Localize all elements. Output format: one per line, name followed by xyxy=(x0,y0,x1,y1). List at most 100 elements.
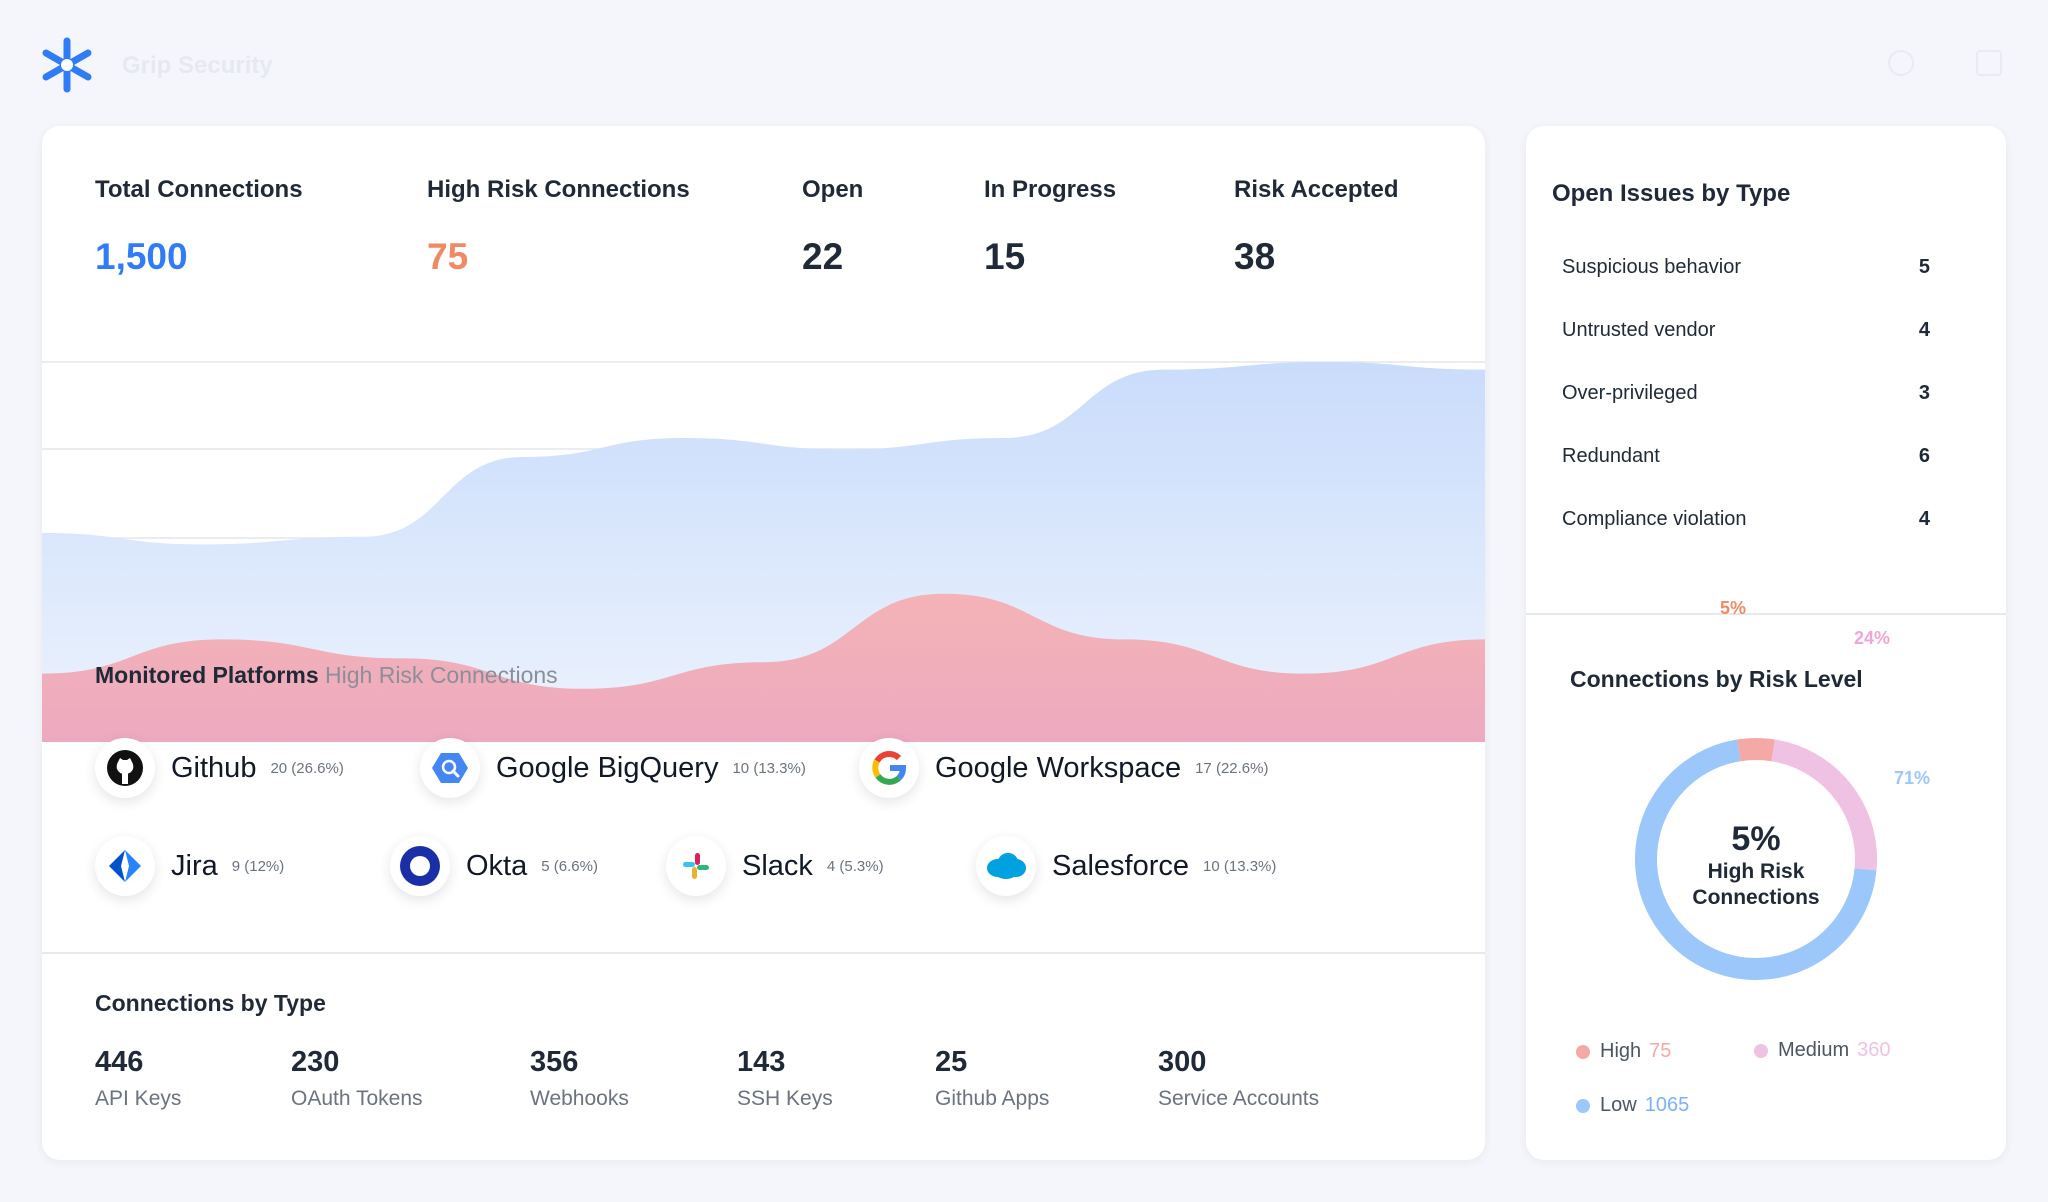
type-value: 25 xyxy=(935,1046,968,1078)
legend-value: 75 xyxy=(1649,1040,1672,1062)
legend-low[interactable]: Low 1065 xyxy=(1576,1094,1689,1117)
legend-dot xyxy=(1576,1098,1590,1113)
divider xyxy=(1526,613,2006,615)
issue-count: 3 xyxy=(1918,382,1930,404)
type-label: API Keys xyxy=(95,1087,182,1110)
stat-value: 1,500 xyxy=(95,236,188,277)
donut-segment-low[interactable] xyxy=(1635,739,1877,980)
stat-label: In Progress xyxy=(984,176,1117,203)
platform-okta[interactable]: Okta 5 (6.6%) xyxy=(390,834,598,898)
stat-label: Risk Accepted xyxy=(1234,176,1399,203)
open-issues-title: Open Issues by Type xyxy=(1552,180,1791,207)
type-ssh-keys[interactable]: 143 SSH Keys xyxy=(737,1046,833,1111)
legend-dot xyxy=(1754,1043,1768,1058)
platform-name: Okta xyxy=(466,849,528,882)
type-webhooks[interactable]: 356 Webhooks xyxy=(530,1046,629,1111)
donut-segment-medium[interactable] xyxy=(1771,739,1877,871)
brand-name: Grip Security xyxy=(122,52,273,79)
donut-center: 5% High Risk Connections xyxy=(1656,820,1856,911)
type-value: 446 xyxy=(95,1046,144,1078)
stat-value: 15 xyxy=(984,236,1026,277)
type-label: Github Apps xyxy=(935,1087,1050,1110)
platform-github[interactable]: Github 20 (26.6%) xyxy=(95,736,344,800)
legend-label: Low xyxy=(1600,1094,1637,1116)
menu-icon[interactable] xyxy=(1976,50,2002,76)
stat-value: 38 xyxy=(1234,236,1276,277)
platform-salesforce[interactable]: Salesforce 10 (13.3%) xyxy=(976,834,1276,898)
legend-dot xyxy=(1576,1044,1590,1059)
type-github-apps[interactable]: 25 Github Apps xyxy=(935,1046,1049,1111)
salesforce-icon xyxy=(976,836,1036,896)
platform-stat: 4 (5.3%) xyxy=(826,857,884,875)
type-oauth-tokens[interactable]: 230 OAuth Tokens xyxy=(291,1046,423,1111)
legend-value: 1065 xyxy=(1644,1094,1690,1116)
platform-slack[interactable]: Slack 4 (5.3%) xyxy=(666,834,884,898)
platform-google-workspace[interactable]: Google Workspace 17 (22.6%) xyxy=(859,736,1268,800)
type-label: Webhooks xyxy=(530,1087,629,1110)
issue-row-compliance-violation[interactable]: Compliance violation 4 xyxy=(1562,508,1930,531)
stat-risk-accepted[interactable]: Risk Accepted 38 xyxy=(1234,176,1399,278)
donut-segment-high[interactable] xyxy=(1737,738,1775,762)
okta-icon xyxy=(390,836,450,896)
platform-google-bigquery[interactable]: Google BigQuery 10 (13.3%) xyxy=(420,736,806,800)
area-series-high-risk xyxy=(42,593,1485,742)
issue-count: 4 xyxy=(1918,508,1930,530)
type-api-keys[interactable]: 446 API Keys xyxy=(95,1046,181,1111)
asterisk-logo[interactable] xyxy=(38,36,96,94)
platform-name: Jira xyxy=(171,849,218,882)
issue-count: 4 xyxy=(1918,319,1930,341)
legend-value: 360 xyxy=(1857,1039,1891,1061)
platform-name: Salesforce xyxy=(1052,849,1190,882)
type-label: OAuth Tokens xyxy=(291,1087,423,1110)
type-value: 356 xyxy=(530,1046,579,1078)
connections-area-chart xyxy=(42,322,1485,742)
type-label: Service Accounts xyxy=(1158,1087,1320,1110)
platform-name: Google BigQuery xyxy=(496,751,719,784)
platform-jira[interactable]: Jira 9 (12%) xyxy=(95,834,284,898)
platform-stat: 5 (6.6%) xyxy=(541,857,598,875)
google-icon xyxy=(859,738,919,798)
section-title-text: Monitored Platforms xyxy=(95,662,319,688)
stat-open[interactable]: Open 22 xyxy=(802,176,863,278)
issue-count: 6 xyxy=(1918,445,1930,467)
monitored-platforms-title: Monitored Platforms High Risk Connection… xyxy=(95,662,558,689)
segment-label-high: 5% xyxy=(1720,598,1747,618)
platform-stat: 20 (26.6%) xyxy=(270,759,344,777)
platform-stat: 17 (22.6%) xyxy=(1195,759,1269,777)
donut-center-label: Connections xyxy=(1692,886,1820,909)
issue-label: Untrusted vendor xyxy=(1562,319,1716,341)
issue-row-redundant[interactable]: Redundant 6 xyxy=(1562,445,1930,468)
jira-icon xyxy=(95,836,155,896)
issue-count: 5 xyxy=(1918,256,1930,278)
segment-label-medium: 24% xyxy=(1854,628,1891,648)
stat-label: Total Connections xyxy=(95,176,303,203)
stat-in-progress[interactable]: In Progress 15 xyxy=(984,176,1116,278)
donut-center-pct: 5% xyxy=(1731,820,1781,858)
platform-name: Github xyxy=(171,751,257,784)
issue-label: Over-privileged xyxy=(1562,382,1698,404)
issue-row-untrusted-vendor[interactable]: Untrusted vendor 4 xyxy=(1562,319,1930,342)
top-bar: Grip Security xyxy=(0,0,2048,110)
legend-high[interactable]: High 75 xyxy=(1576,1040,1671,1063)
platform-name: Slack xyxy=(742,849,813,882)
issue-row-suspicious-behavior[interactable]: Suspicious behavior 5 xyxy=(1562,256,1930,279)
divider xyxy=(42,952,1485,954)
platform-stat: 10 (13.3%) xyxy=(1203,857,1277,875)
bigquery-icon xyxy=(420,738,480,798)
platform-stat: 9 (12%) xyxy=(231,857,285,875)
slack-icon xyxy=(666,836,726,896)
connections-by-type-title: Connections by Type xyxy=(95,990,326,1016)
type-service-accounts[interactable]: 300 Service Accounts xyxy=(1158,1046,1319,1111)
stat-total-connections[interactable]: Total Connections 1,500 xyxy=(95,176,303,278)
stat-label: High Risk Connections xyxy=(427,176,690,203)
issue-label: Suspicious behavior xyxy=(1562,256,1741,278)
segment-label-low: 71% xyxy=(1894,768,1931,788)
legend-medium[interactable]: Medium 360 xyxy=(1754,1039,1891,1062)
search-icon[interactable] xyxy=(1888,50,1914,76)
stat-high-risk-connections[interactable]: High Risk Connections 75 xyxy=(427,176,690,278)
issue-row-over-privileged[interactable]: Over-privileged 3 xyxy=(1562,382,1930,405)
platform-name: Google Workspace xyxy=(935,751,1182,784)
stat-value: 75 xyxy=(427,236,469,277)
side-card: Open Issues by Type Suspicious behavior … xyxy=(1526,126,2006,1160)
platform-stat: 10 (13.3%) xyxy=(732,759,806,777)
